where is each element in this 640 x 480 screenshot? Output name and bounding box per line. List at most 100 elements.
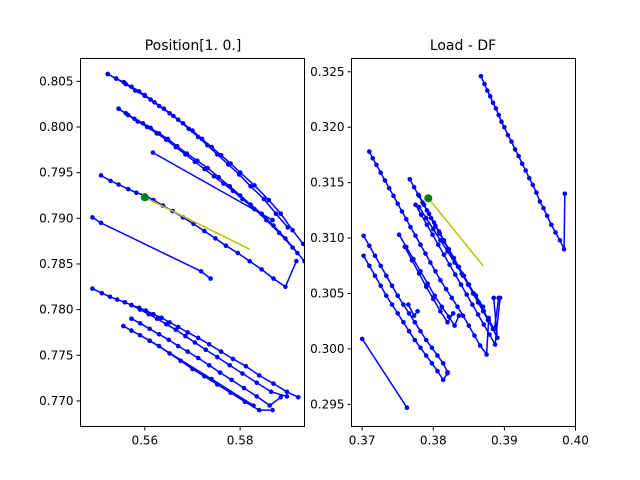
load-df-series-1-point-24 — [484, 352, 489, 357]
position-series-5-point-19 — [294, 258, 299, 264]
position-series-8-point-3 — [154, 316, 160, 322]
load-df-series-11-point-8 — [473, 293, 479, 299]
position-ytick-label-3: 0.785 — [39, 257, 73, 271]
position-series-1-point-17 — [278, 211, 284, 216]
load-df-series-0-point-25 — [562, 191, 568, 196]
position-series-5-point-1 — [108, 178, 113, 184]
position-series-line-7 — [92, 287, 299, 398]
position-series-6-point-2 — [198, 269, 204, 274]
position-series-1-point-1 — [113, 76, 119, 81]
load-df-ytick-label-3: 0.310 — [310, 231, 344, 245]
load-df-series-5-point-3 — [378, 263, 384, 269]
position-series-8-point-9 — [215, 354, 220, 360]
position-series-3-point-18 — [302, 258, 305, 264]
position-series-8-point-4 — [164, 321, 169, 327]
position-series-11-point-1 — [209, 376, 214, 382]
position-series-9-point-4 — [166, 337, 171, 343]
position-xtick-label-1: 0.58 — [227, 434, 254, 448]
load-df-panel: Load - DF 0.37 0.38 0.39 0.40 0.295 0.300 0.30… — [310, 38, 589, 448]
position-series-1-point-3 — [133, 88, 138, 93]
load-df-series-0-point-6 — [496, 112, 502, 118]
position-series-5-point-0 — [98, 173, 104, 178]
position-series-4-point-1 — [270, 217, 275, 223]
load-df-series-5-point-6 — [395, 293, 401, 299]
position-series-3-point-13 — [240, 196, 245, 202]
load-df-series-0-point-10 — [509, 139, 514, 144]
load-df-series-0-point-19 — [541, 205, 546, 211]
position-ytick-label-4: 0.790 — [39, 211, 73, 225]
position-series-8-point-12 — [254, 380, 260, 386]
position-series-10-point-0 — [121, 323, 126, 329]
position-series-7-point-17 — [243, 363, 249, 369]
load-df-series-4-point-2 — [424, 222, 430, 228]
position-series-1-point-16 — [266, 197, 272, 203]
load-df-series-4-point-5 — [441, 252, 447, 257]
load-df-series-0-point-11 — [512, 147, 518, 152]
position-series-5-point-15 — [247, 258, 252, 264]
load-df-series-1-point-0 — [367, 149, 372, 154]
position-series-10-point-1 — [129, 328, 134, 333]
position-series-7-point-18 — [256, 373, 262, 378]
load-df-series-2-point-1 — [411, 184, 417, 190]
load-df-series-8-point-4 — [431, 296, 436, 302]
position-series-1-point-11 — [209, 144, 214, 150]
load-df-series-1-point-9 — [404, 216, 409, 222]
load-df-series-0-point-24 — [561, 246, 567, 252]
position-series-9-point-12 — [254, 394, 260, 399]
position-series-10-point-12 — [256, 407, 262, 413]
load-df-xtick-label-3: 0.40 — [562, 434, 589, 448]
load-df-series-5-point-14 — [440, 361, 446, 366]
load-df-series-1-point-17 — [443, 286, 449, 292]
load-df-series-11-point-9 — [480, 304, 486, 310]
position-series-8-point-10 — [227, 363, 232, 368]
load-df-series-11-point-6 — [459, 271, 465, 276]
load-df-series-0-point-20 — [544, 213, 550, 219]
position-series-1-point-12 — [218, 153, 224, 158]
position-series-8-point-7 — [192, 340, 198, 345]
load-df-series-9-point-0 — [406, 302, 411, 307]
position-series-8-point-14 — [284, 394, 290, 399]
position-series-1-point-19 — [300, 241, 305, 247]
load-df-series-4-point-11 — [475, 312, 481, 317]
load-df-series-8-point-2 — [416, 271, 422, 276]
load-df-series-0-point-9 — [505, 132, 511, 138]
load-df-series-6-point-3 — [378, 283, 384, 289]
position-series-0-point-18 — [273, 211, 279, 216]
position-series-0-point-17 — [261, 196, 267, 202]
load-df-series-3-point-0 — [416, 193, 422, 199]
load-df-series-2-point-20 — [491, 295, 497, 301]
position-series-8-point-11 — [240, 371, 245, 376]
load-df-series-5-point-8 — [406, 311, 412, 316]
position-series-3-point-8 — [192, 159, 198, 164]
load-df-series-11-point-1 — [423, 215, 429, 221]
position-series-7-point-15 — [218, 349, 224, 354]
load-df-ytick-label-0: 0.295 — [310, 397, 344, 411]
load-df-series-1-point-11 — [413, 233, 418, 239]
load-df-series-4-point-0 — [413, 202, 418, 208]
load-df-series-line-10 — [361, 338, 408, 409]
position-series-7-point-13 — [195, 335, 201, 341]
load-df-ytick-label-4: 0.315 — [310, 176, 344, 190]
load-df-panel-marks — [359, 73, 568, 411]
load-df-series-1-point-6 — [391, 193, 396, 199]
position-series-9-point-11 — [241, 385, 247, 391]
position-series-3-point-10 — [211, 174, 217, 179]
load-df-series-0-point-3 — [487, 93, 493, 99]
position-series-10-point-2 — [137, 332, 143, 338]
position-series-5-point-2 — [116, 182, 121, 187]
load-df-series-3-point-5 — [441, 238, 447, 243]
position-series-3-point-0 — [116, 106, 121, 111]
position-series-3-point-5 — [164, 137, 169, 143]
position-series-5-point-18 — [283, 284, 288, 290]
load-df-series-3-point-4 — [436, 229, 442, 234]
position-start-point — [140, 193, 149, 202]
load-df-series-4-point-3 — [430, 232, 435, 237]
position-series-9-point-1 — [137, 321, 143, 326]
load-df-series-6-point-7 — [401, 320, 406, 325]
load-df-series-1-point-12 — [418, 242, 423, 247]
load-df-series-6-point-4 — [384, 293, 389, 299]
position-series-5-point-13 — [223, 243, 229, 248]
load-df-series-4-point-12 — [481, 322, 487, 327]
load-df-series-5-point-10 — [418, 328, 423, 334]
